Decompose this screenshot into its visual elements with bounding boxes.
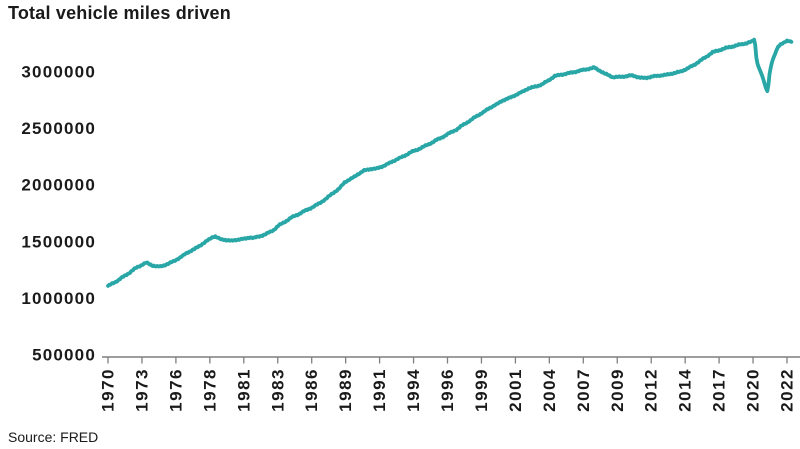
x-tick-label: 1978	[200, 368, 219, 412]
x-tick-label: 1991	[370, 368, 389, 412]
source-note: Source: FRED	[8, 429, 99, 445]
x-tick-label: 1986	[302, 368, 321, 412]
y-tick-label: 1500000	[21, 232, 96, 251]
x-tick-label: 1983	[268, 368, 287, 412]
x-tick-label: 2014	[676, 368, 695, 412]
y-tick-label: 2000000	[21, 176, 96, 195]
x-tick-label: 2009	[608, 368, 627, 412]
y-tick-label: 2500000	[21, 119, 96, 138]
vehicle-miles-line	[106, 37, 794, 288]
x-tick-label: 1996	[438, 368, 457, 412]
y-tick-label: 500000	[32, 346, 96, 365]
y-tick-label: 1000000	[21, 289, 96, 308]
x-tick-label: 1973	[132, 368, 151, 412]
x-tick-label: 2001	[506, 368, 525, 412]
x-tick-label: 2012	[642, 368, 661, 412]
x-tick-label: 2022	[778, 368, 797, 412]
x-tick-label: 1999	[472, 368, 491, 412]
x-tick-label: 2007	[574, 368, 593, 412]
x-tick-label: 2004	[540, 368, 559, 412]
x-tick-label: 2020	[744, 368, 763, 412]
chart-title: Total vehicle miles driven	[8, 3, 231, 23]
x-tick-label: 2017	[710, 368, 729, 412]
x-tick-label: 1989	[336, 368, 355, 412]
x-tick-label: 1976	[166, 368, 185, 412]
x-tick-label: 1981	[234, 368, 253, 412]
x-tick-label: 1994	[404, 368, 423, 412]
x-tick-label: 1970	[99, 368, 118, 412]
y-tick-label: 3000000	[21, 63, 96, 82]
